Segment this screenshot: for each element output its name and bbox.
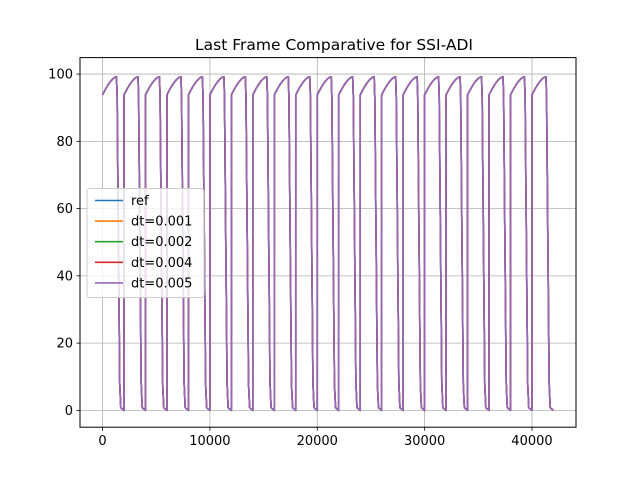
x-tick-label: 30000 — [404, 434, 445, 449]
series-lines — [101, 75, 554, 412]
legend: ref dt=0.001 dt=0.002 dt=0.004 dt=0.005 — [86, 188, 205, 298]
x-axis: 0 10000 20000 30000 40000 — [98, 427, 553, 449]
series-line — [101, 75, 554, 412]
legend-label: dt=0.004 — [131, 256, 192, 271]
y-tick-label: 60 — [56, 202, 73, 217]
y-tick-label: 40 — [56, 269, 73, 284]
legend-label: ref — [131, 194, 149, 209]
x-tick-label: 10000 — [189, 434, 230, 449]
x-tick-label: 40000 — [511, 434, 552, 449]
y-axis: 0 20 40 60 80 100 — [48, 68, 80, 419]
y-tick-label: 80 — [56, 135, 73, 150]
y-tick-label: 20 — [56, 337, 73, 352]
plot-frame — [79, 57, 577, 428]
y-tick-label: 0 — [65, 404, 73, 419]
chart-title: Last Frame Comparative for SSI-ADI — [195, 36, 473, 54]
legend-label: dt=0.001 — [131, 215, 192, 230]
legend-label: dt=0.005 — [131, 276, 192, 291]
legend-box — [86, 188, 205, 298]
x-tick-label: 20000 — [297, 434, 338, 449]
legend-label: dt=0.002 — [131, 235, 192, 250]
y-tick-label: 100 — [48, 68, 73, 83]
x-tick-label: 0 — [98, 434, 106, 449]
